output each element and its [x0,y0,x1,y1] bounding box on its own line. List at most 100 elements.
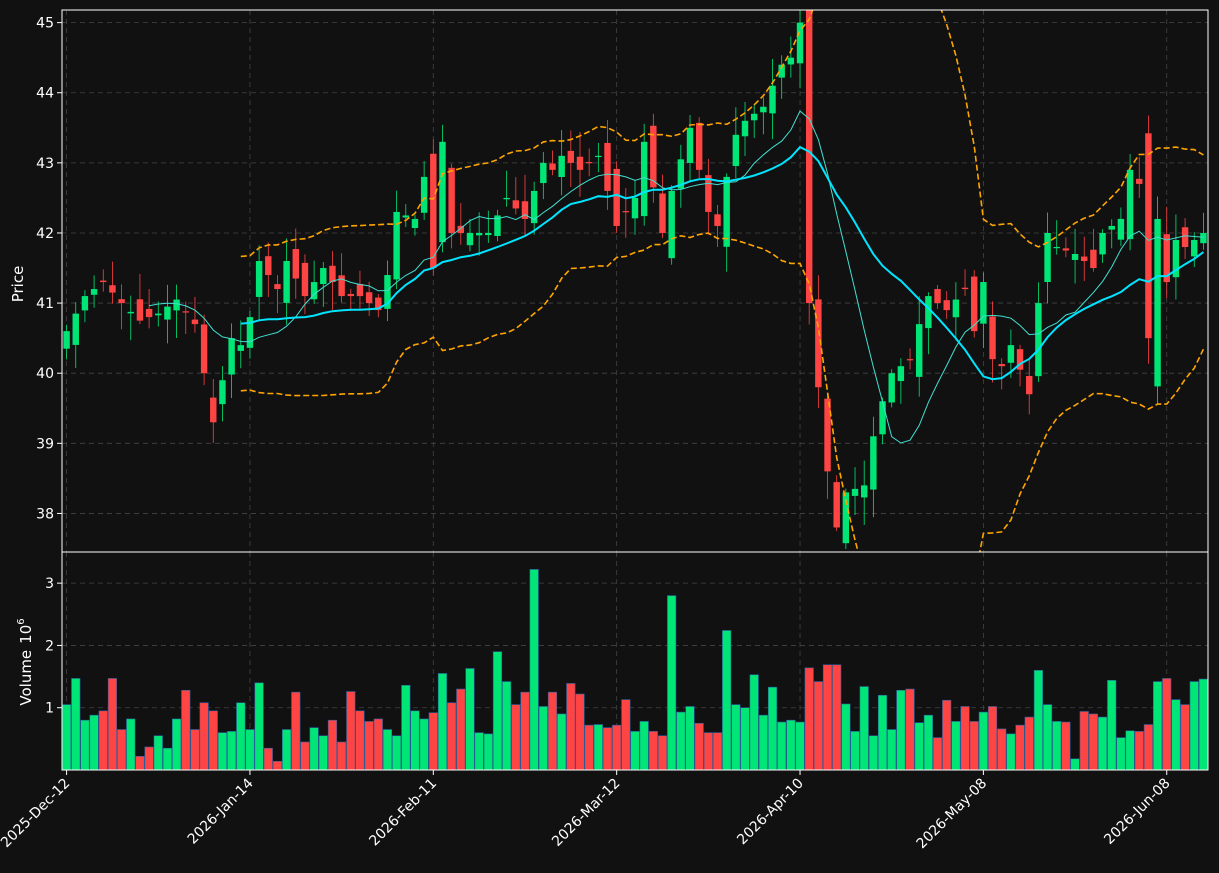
candle-body [439,141,446,243]
volume-bar [813,681,823,771]
volume-bar [419,718,429,771]
date-tick-label: 2026-Jan-14 [185,775,257,847]
candle-body [650,125,657,188]
candle-body [1062,248,1070,251]
volume-bar [767,686,778,771]
volume-bar [694,722,704,771]
candle-body [1053,246,1060,249]
moving-average-fast-line [149,110,1204,444]
candle-body [292,249,299,279]
candle-body [677,159,685,189]
candle-body [200,324,208,374]
volume-bar [997,728,1007,771]
volume-bar [502,681,512,771]
candle-body [100,280,107,283]
candle-body [805,10,813,304]
volume-bar [346,691,356,771]
volume-bar [1107,680,1117,771]
volume-bars [61,569,1208,771]
candle-body [1145,133,1152,339]
volume-bar [951,721,961,771]
candle-body [402,215,410,218]
candle-body [338,275,345,297]
volume-bar [1171,699,1181,771]
candle-body [1035,303,1042,377]
volume-bar [1006,733,1016,771]
candle-body [796,22,804,64]
candle-body [943,300,950,311]
candle-body [63,331,70,349]
candle-body [741,120,749,137]
candle-body [347,293,355,297]
volume-bar [465,668,475,771]
volume-bar [786,719,796,771]
candle-body [283,261,290,303]
candle-body [980,282,987,324]
date-tick-label: 2026-Jun-08 [1101,776,1173,848]
volume-bar [447,702,457,771]
volume-bar [887,729,897,771]
volume-bar [199,702,209,771]
candle-body [1007,345,1015,363]
candle-body [430,153,437,269]
candle-body [503,197,510,200]
candle-body [301,262,309,297]
volume-bar [648,731,658,771]
volume-bar [703,732,713,771]
volume-bar [676,711,686,771]
volume-bar [236,702,246,771]
candle-body [72,313,79,345]
volume-bar [107,678,118,771]
volume-bar [1088,713,1098,771]
candle-body [145,308,153,318]
volume-bar [181,689,191,771]
candle-body [833,482,840,528]
volume-bar [392,735,402,771]
volume-axis: 1 2 3 [45,576,62,717]
candle-body [265,256,272,276]
candle-body [732,134,740,167]
volume-bar [868,735,878,771]
volume-bar [1198,678,1208,771]
volume-bar [401,684,411,771]
candle-body [952,299,960,318]
price-grid [62,10,1208,552]
candle-body [81,296,89,311]
candle-body [274,284,281,290]
candle-body [897,366,905,382]
candle-body [714,214,721,226]
volume-bar [126,718,136,771]
candle-body [631,197,639,219]
indicator-lines [149,10,1205,552]
date-tick-label: 2025-Dec-12 [0,776,73,851]
volume-bar [932,737,943,771]
volume-bar [1180,704,1190,771]
volume-bar [877,694,888,771]
volume-bar [135,755,145,771]
volume-axis-label-text: Volume [17,650,35,706]
volume-bar [777,721,787,771]
candle-body [329,265,336,283]
candle-body [530,190,538,224]
candle-body [723,176,730,247]
volume-bar [749,674,759,771]
volume-bar [667,595,677,771]
date-tick-label: 2026-Feb-11 [366,776,440,850]
volume-bar [584,724,594,771]
candle-body [375,297,382,311]
volume-axis-label-exponent: 6 [16,618,27,624]
candle-body [558,155,565,178]
volume-bar [905,688,915,771]
candle-body [549,163,556,170]
volume-bar [914,722,924,771]
candle-body [310,282,318,300]
volume-bar [428,712,438,771]
candle-body [705,175,712,212]
price-tick-label: 45 [36,16,54,32]
candle-body [210,397,217,423]
volume-bar [373,718,383,771]
volume-bar [1079,711,1089,771]
candle-body [934,289,941,304]
volume-bar [1134,731,1144,771]
candle-body [127,311,134,314]
